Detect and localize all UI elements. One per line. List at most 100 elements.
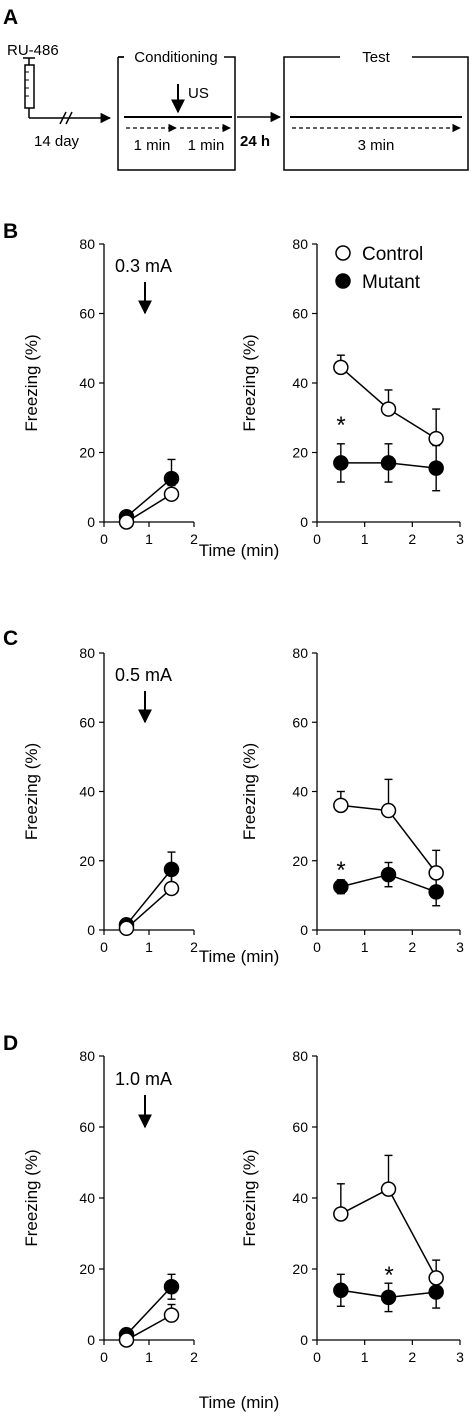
x-tick-label: 1 — [361, 1349, 369, 1365]
x-tick-label: 2 — [190, 531, 198, 547]
data-point-control — [118, 514, 135, 530]
series-line — [126, 1314, 172, 1341]
test-seg-label: 3 min — [358, 137, 395, 154]
x-axis-title: Time (min) — [199, 1393, 280, 1412]
y-tick-label: 0 — [300, 922, 308, 938]
legend: Control Mutant — [335, 244, 423, 293]
series-control — [333, 354, 444, 447]
data-point-mutant — [428, 1284, 444, 1300]
data-point-mutant — [380, 455, 397, 471]
data-point-mutant — [380, 866, 397, 883]
data-point-mutant — [428, 460, 444, 476]
x-tick-label: 3 — [456, 531, 464, 547]
data-point-control — [428, 430, 444, 447]
y-tick-label: 20 — [79, 1261, 95, 1277]
y-tick-label: 0 — [87, 1332, 95, 1348]
y-tick-label: 40 — [292, 784, 308, 800]
data-point-mutant — [163, 470, 180, 487]
y-tick-label: 40 — [79, 375, 95, 391]
data-point-control — [118, 1332, 135, 1348]
y-tick-label: 20 — [79, 853, 95, 869]
conditioning-box — [117, 56, 236, 171]
drug-label: RU-486 — [7, 42, 59, 59]
legend-marker-control — [335, 245, 351, 261]
chart-d-test: 0 20 40 60 80 0 1 2 3 Freezing (%) Time (min) * — [199, 1048, 464, 1412]
data-point-control — [163, 880, 180, 897]
cond-seg-2-label: 1 min — [188, 137, 225, 154]
legend-marker-mutant — [335, 273, 351, 289]
us-label: US — [188, 85, 209, 102]
y-tick-label: 0 — [300, 1332, 308, 1348]
y-axis-title: Freezing (%) — [240, 1149, 259, 1246]
y-tick-label: 0 — [87, 922, 95, 938]
y-tick-label: 60 — [79, 306, 95, 322]
y-tick-label: 80 — [292, 236, 308, 252]
y-axis-title: Freezing (%) — [22, 743, 41, 840]
data-point-mutant — [428, 884, 444, 900]
data-point-control — [118, 920, 135, 937]
series-control — [118, 873, 180, 937]
y-tick-label: 60 — [292, 306, 308, 322]
x-tick-label: 1 — [145, 939, 153, 955]
y-tick-label: 40 — [292, 375, 308, 391]
x-tick-label: 2 — [190, 939, 198, 955]
significance-star: * — [384, 1262, 393, 1289]
chart-d-conditioning: 0 20 40 60 80 0 1 2 Freezing (%) 1.0 mA — [22, 1048, 198, 1365]
x-tick-label: 0 — [313, 1349, 321, 1365]
y-axis-title: Freezing (%) — [22, 334, 41, 431]
data-point-control — [380, 802, 397, 819]
x-tick-label: 2 — [190, 1349, 198, 1365]
data-point-control — [380, 401, 397, 417]
panel-letter-a: A — [3, 6, 18, 29]
chart-c-conditioning: 0 20 40 60 80 0 1 2 Freezing (%) 0.5 mA — [22, 645, 198, 955]
x-tick-label: 1 — [361, 531, 369, 547]
data-point-mutant — [333, 1282, 349, 1299]
panel-letter-c: C — [3, 627, 18, 650]
x-axis-title: Time (min) — [199, 947, 280, 966]
x-tick-label: 3 — [456, 939, 464, 955]
x-tick-label: 2 — [408, 531, 416, 547]
y-axis-title: Freezing (%) — [240, 334, 259, 431]
syringe-icon — [23, 57, 35, 118]
y-tick-label: 20 — [292, 445, 308, 461]
data-point-mutant — [380, 1289, 397, 1306]
y-tick-label: 20 — [292, 853, 308, 869]
y-tick-label: 40 — [79, 1190, 95, 1206]
data-point-control — [333, 1206, 349, 1222]
y-axis-title: Freezing (%) — [240, 743, 259, 840]
legend-label-control: Control — [362, 244, 423, 265]
data-point-control — [163, 486, 180, 502]
y-tick-label: 80 — [292, 1048, 308, 1064]
y-tick-label: 60 — [292, 1119, 308, 1135]
x-tick-label: 0 — [313, 939, 321, 955]
cond-seg-1-label: 1 min — [134, 137, 171, 154]
data-point-control — [380, 1181, 397, 1197]
series-control — [333, 1154, 444, 1286]
y-tick-label: 80 — [292, 645, 308, 661]
y-tick-label: 40 — [79, 784, 95, 800]
y-tick-label: 80 — [79, 236, 95, 252]
data-point-control — [163, 1307, 180, 1323]
shock-intensity-label: 1.0 mA — [115, 1069, 172, 1089]
significance-star: * — [336, 412, 345, 439]
series-line — [126, 493, 172, 523]
x-axis-title: Time (min) — [199, 541, 280, 560]
series-line — [125, 1286, 173, 1336]
series-line — [126, 887, 172, 929]
data-point-mutant — [333, 455, 349, 471]
data-point-control — [333, 797, 349, 814]
protocol-diagram: A RU-486 14 day Conditioning US 1 min — [3, 6, 469, 171]
test-title: Test — [362, 49, 390, 66]
x-tick-label: 0 — [100, 939, 108, 955]
y-tick-label: 60 — [79, 1119, 95, 1135]
data-point-control — [333, 359, 349, 376]
shock-intensity-label: 0.5 mA — [115, 665, 172, 685]
gap-label: 24 h — [240, 133, 270, 150]
conditioning-title: Conditioning — [134, 49, 217, 66]
x-tick-label: 0 — [100, 1349, 108, 1365]
y-tick-label: 80 — [79, 645, 95, 661]
data-point-mutant — [333, 878, 349, 895]
y-tick-label: 0 — [87, 514, 95, 530]
